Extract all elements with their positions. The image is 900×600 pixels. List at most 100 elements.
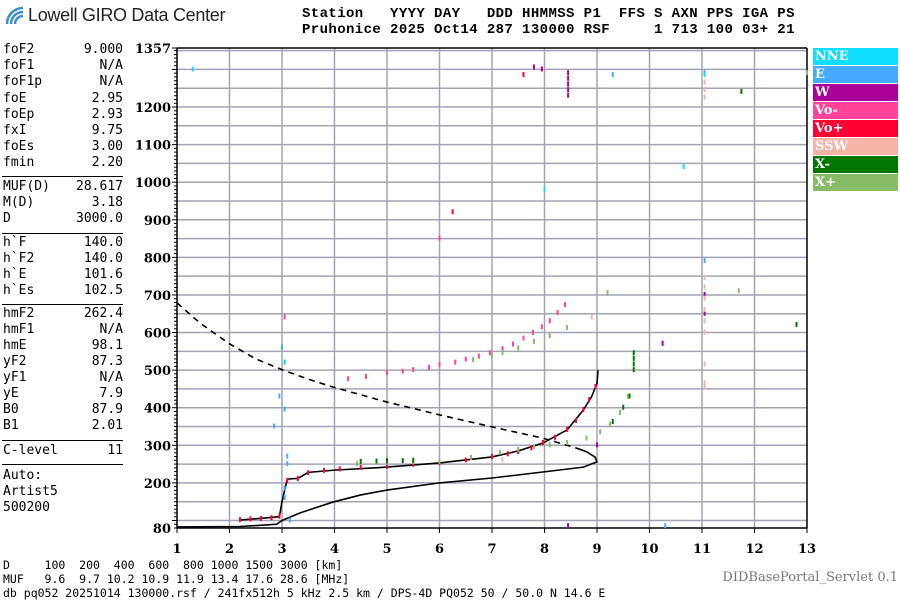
echo-point <box>567 70 570 76</box>
echo-point <box>622 404 625 410</box>
legend-entry: Vo+ <box>813 120 898 137</box>
param-row: h`F 140.0 <box>3 235 123 251</box>
echo-point <box>286 453 289 459</box>
echo-point <box>501 457 504 463</box>
echo-point <box>682 164 685 170</box>
param-label: h`Es <box>3 283 35 298</box>
y-tick-label: 400 <box>144 402 171 417</box>
echo-point <box>359 458 362 464</box>
x-tick-label: 11 <box>693 542 711 557</box>
param-row: h`F2 140.0 <box>3 251 123 267</box>
echo-point <box>401 368 404 374</box>
echo-point <box>239 517 241 523</box>
echo-point <box>703 361 706 367</box>
param-label: hmE <box>3 338 27 353</box>
param-value: 101.6 <box>83 267 123 282</box>
param-label: B0 <box>3 402 19 417</box>
x-tick-label: 3 <box>277 542 286 557</box>
echo-point <box>501 346 504 352</box>
param-value: 2.95 <box>91 91 123 106</box>
echo-point <box>506 451 509 457</box>
echo-point <box>412 367 415 373</box>
echo-point <box>703 258 706 264</box>
divider <box>2 440 123 441</box>
echo-point <box>628 393 631 399</box>
param-label: M(D) <box>3 195 35 210</box>
param-label: yF1 <box>3 370 27 385</box>
param-value: 11 <box>107 443 123 458</box>
echo-point <box>703 380 706 386</box>
x-tick-label: 2 <box>225 542 234 557</box>
echo-point <box>703 295 706 301</box>
echo-point <box>260 515 262 521</box>
echo-point <box>451 209 454 215</box>
param-row: foF1p N/A <box>3 74 123 90</box>
legend-entry: NNE <box>813 48 898 65</box>
echo-point <box>740 88 743 94</box>
echo-point <box>626 393 629 399</box>
echo-point <box>567 87 570 93</box>
echo-point <box>323 467 325 473</box>
echo-point <box>664 523 667 529</box>
y-tick-label: 200 <box>144 477 171 492</box>
param-label: fxI <box>3 123 27 138</box>
echo-point <box>347 376 350 382</box>
autoscaling-artist: Artist5 <box>3 484 58 499</box>
divider <box>2 233 123 234</box>
param-value: 262.4 <box>83 306 123 321</box>
echo-point <box>541 440 544 446</box>
y-tick-label: 700 <box>144 289 171 304</box>
param-label: D <box>3 211 11 226</box>
param-label: hmF1 <box>3 322 35 337</box>
echo-point <box>703 329 706 335</box>
echo-point <box>795 322 798 328</box>
echo-point <box>270 515 273 521</box>
legend-entry: X+ <box>813 174 898 191</box>
echo-point <box>703 72 706 78</box>
echo-point <box>278 393 281 399</box>
echo-point <box>582 406 585 412</box>
echo-point <box>661 340 664 346</box>
echo-point <box>517 446 520 452</box>
divider <box>2 176 123 177</box>
param-value: 28.617 <box>76 179 123 194</box>
param-row: foF2 9.000 <box>3 42 123 58</box>
echo-point <box>594 384 597 390</box>
param-value: 2.93 <box>91 107 123 122</box>
y-tick-label: 1100 <box>135 139 171 154</box>
echo-point <box>530 445 533 451</box>
echo-point <box>567 92 570 98</box>
echo-point <box>566 440 569 446</box>
param-label: foEp <box>3 107 35 122</box>
param-row: foEp 2.93 <box>3 107 123 123</box>
echo-point <box>501 350 504 356</box>
echo-point <box>619 409 622 415</box>
echo-point <box>356 461 359 467</box>
echo-point <box>632 361 635 367</box>
y-tick-label: 80 <box>153 522 171 537</box>
echo-point <box>438 458 441 464</box>
echo-point <box>703 384 706 390</box>
logo-text: Lowell GIRO Data Center <box>28 4 226 25</box>
echo-point <box>307 470 310 476</box>
echo-point <box>611 72 614 78</box>
param-row: h`Es 102.5 <box>3 283 123 299</box>
echo-point <box>273 423 276 429</box>
param-label: fmin <box>3 155 35 170</box>
echo-point <box>412 461 415 467</box>
y-tick-label: 1000 <box>135 176 171 191</box>
echo-point <box>548 318 551 324</box>
echo-point <box>517 345 520 351</box>
echo-point <box>632 355 635 361</box>
echo-point <box>588 397 591 403</box>
echo-point <box>286 461 289 467</box>
param-value: 2.01 <box>91 418 123 433</box>
echo-point <box>365 373 367 379</box>
y-tick-label: 800 <box>144 251 171 266</box>
echo-point <box>599 429 602 435</box>
param-value: 87.3 <box>91 354 123 369</box>
param-row: B1 2.01 <box>3 418 123 434</box>
echo-point <box>606 290 609 296</box>
echo-point <box>567 523 570 529</box>
echo-point <box>566 426 569 432</box>
